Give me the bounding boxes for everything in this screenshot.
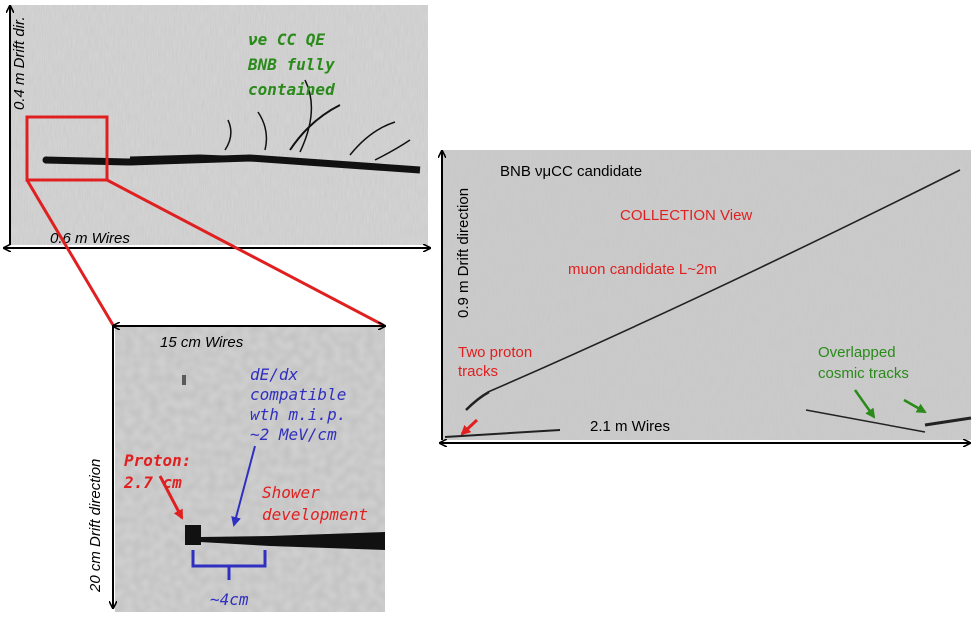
noise bbox=[10, 5, 428, 245]
note-line: Proton: bbox=[124, 451, 191, 470]
zoom-connector bbox=[106, 178, 384, 327]
wires-label: 2.1 m Wires bbox=[590, 418, 670, 435]
noise bbox=[441, 150, 971, 440]
cosmic-note: Overlapped cosmic tracks bbox=[818, 344, 909, 382]
cosmic-arrow bbox=[903, 398, 927, 414]
note-line: ~2 MeV/cm bbox=[250, 425, 337, 444]
zoom-connector bbox=[25, 179, 115, 326]
proton-arrow bbox=[460, 418, 479, 436]
note-line: 2.7 cm bbox=[123, 473, 182, 492]
tracks bbox=[42, 79, 421, 174]
note-line: Shower bbox=[262, 483, 320, 502]
length-note: ~4cm bbox=[210, 590, 249, 609]
view-label: COLLECTION View bbox=[620, 207, 752, 224]
annotation-line: BNB fully bbox=[247, 55, 335, 74]
panel-right: BNB νμCC candidate COLLECTION View muon … bbox=[440, 150, 972, 443]
annotation-line: contained bbox=[248, 80, 335, 99]
panel-zoom: 15 cm Wires 20 cm Drift direction dE/dx … bbox=[87, 325, 385, 612]
note-line: compatible bbox=[250, 385, 346, 404]
note-line: Overlapped bbox=[818, 344, 896, 361]
annotation-line: νe CC QE bbox=[248, 30, 325, 49]
panel-title: BNB νμCC candidate bbox=[500, 163, 642, 180]
drift-label: 20 cm Drift direction bbox=[87, 459, 104, 593]
tracks bbox=[444, 169, 972, 438]
dedx-note: dE/dx compatible wth m.i.p. ~2 MeV/cm bbox=[250, 365, 356, 444]
drift-label: 0.9 m Drift direction bbox=[455, 188, 472, 318]
tracks bbox=[182, 375, 385, 550]
length-bracket bbox=[191, 550, 267, 580]
drift-label: 0.4 m Drift dir. bbox=[11, 16, 28, 110]
note-line: dE/dx bbox=[250, 365, 299, 384]
zoom-box bbox=[25, 115, 109, 182]
proton-arrow bbox=[158, 475, 184, 520]
wires-label: 15 cm Wires bbox=[160, 334, 244, 351]
panel-top-left: 0.4 m Drift dir. 0.6 m Wires νe CC QE BN… bbox=[4, 5, 430, 248]
wires-label: 0.6 m Wires bbox=[50, 230, 130, 247]
note-line: tracks bbox=[458, 363, 498, 380]
annotation: νe CC QE BNB fully contained bbox=[247, 30, 344, 99]
note-line: Two proton bbox=[458, 344, 532, 361]
dedx-arrow bbox=[231, 445, 256, 527]
shower-note: Shower development bbox=[262, 483, 368, 524]
note-line: development bbox=[262, 505, 368, 524]
note-line: cosmic tracks bbox=[818, 365, 909, 382]
note-line: wth m.i.p. bbox=[250, 405, 346, 424]
cosmic-arrow bbox=[853, 389, 876, 419]
proton-note: Two proton tracks bbox=[458, 344, 536, 380]
muon-note: muon candidate L~2m bbox=[568, 261, 717, 278]
